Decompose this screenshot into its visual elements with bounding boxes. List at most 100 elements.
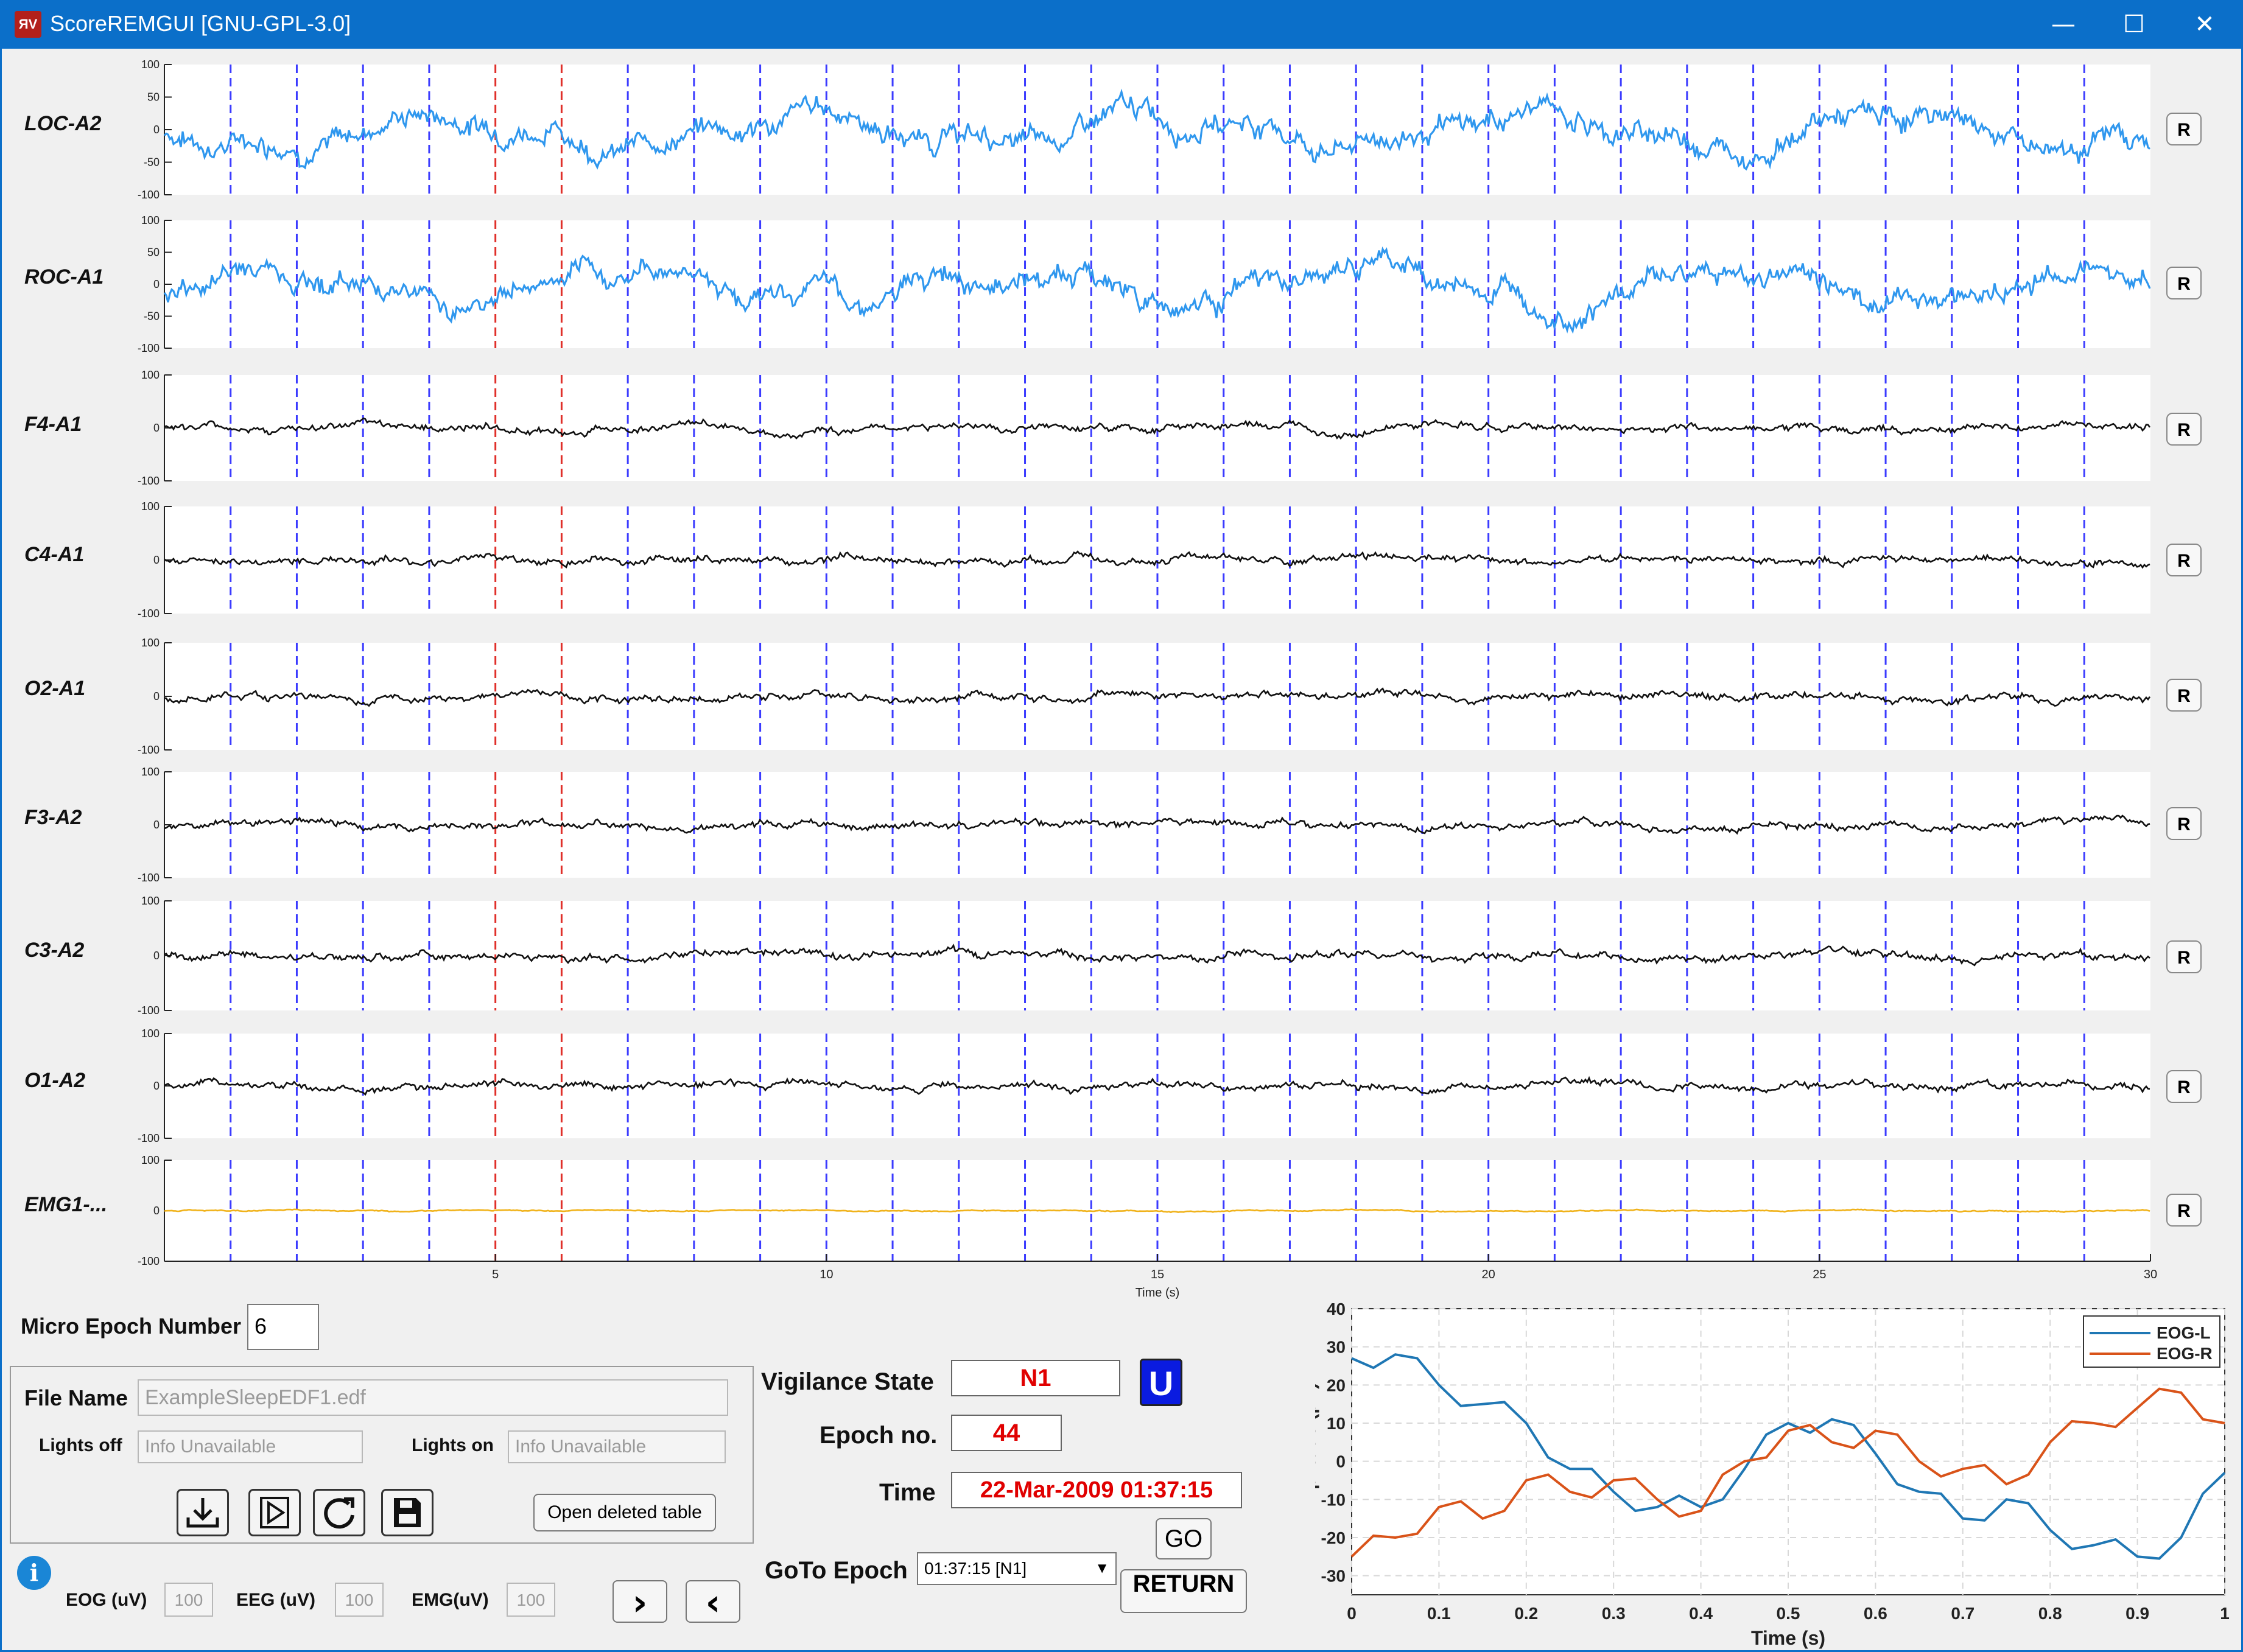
y-tick-label: -50: [144, 156, 160, 169]
y-tick-label: 100: [141, 895, 160, 907]
y-tick-label: -100: [138, 189, 160, 201]
channel-row: 100 0 -100 C3-A2: [24, 895, 2150, 1017]
x-tick-label: 0.2: [1514, 1604, 1538, 1623]
y-tick-label: -20: [1321, 1528, 1346, 1547]
y-tick-label: 0: [153, 422, 160, 434]
reset-c4-a1-button[interactable]: R: [2166, 544, 2202, 576]
micro-epoch-label: Micro Epoch Number: [21, 1314, 242, 1339]
save-button[interactable]: [381, 1489, 434, 1536]
y-tick-label: 0: [153, 1080, 160, 1092]
y-tick-label: 100: [141, 500, 160, 513]
reset-o1-a2-button[interactable]: R: [2166, 1070, 2202, 1103]
reset-roc-a1-button[interactable]: R: [2166, 267, 2202, 299]
waveform-trace: [164, 1076, 2150, 1096]
return-button[interactable]: RETURN: [1120, 1569, 1247, 1613]
channel-row: 100 50 0 -50 -100 ROC-A1: [24, 214, 2151, 354]
epoch-number-label: Epoch no.: [820, 1422, 938, 1449]
x-tick-label: 0.5: [1777, 1604, 1800, 1623]
y-tick-label: 100: [141, 1154, 160, 1166]
open-deleted-table-button[interactable]: Open deleted table: [533, 1494, 716, 1531]
channel-label: F4-A1: [24, 413, 82, 436]
y-axis-label: Amplitude (μV): [1315, 1382, 1319, 1521]
y-tick-label: 100: [141, 58, 160, 71]
micro-epoch-input[interactable]: 6: [247, 1304, 319, 1350]
reset-loc-a2-button[interactable]: R: [2166, 113, 2202, 145]
y-tick-label: 50: [147, 91, 160, 103]
lights-on-field[interactable]: Info Unavailable: [508, 1430, 726, 1463]
y-tick-label: 0: [153, 819, 160, 831]
eog-scale-label: EOG (uV): [66, 1590, 147, 1610]
x-tick-label: 25: [1813, 1268, 1826, 1281]
import-button[interactable]: [177, 1489, 229, 1536]
waveform-trace: [164, 943, 2150, 967]
unscored-u-button[interactable]: U: [1140, 1359, 1182, 1406]
channel-label: C3-A2: [24, 939, 84, 962]
y-tick-label: 100: [141, 1027, 160, 1040]
y-tick-label: -100: [138, 1132, 160, 1144]
y-tick-label: 10: [1327, 1414, 1346, 1433]
waveform-trace: [163, 246, 2151, 334]
eog-zoom-chart: 0 0.1 0.2 0.3 0.4 0.5 0.6 0.7 0.8 0.9 1 40 30 20 10 0 -1…: [1315, 1300, 2230, 1649]
reset-c3-a2-button[interactable]: R: [2166, 940, 2202, 973]
next-epoch-button[interactable]: ›: [613, 1580, 667, 1624]
file-info-panel: [10, 1366, 754, 1544]
play-button[interactable]: [248, 1489, 301, 1536]
app-logo-icon: ЯV: [15, 11, 41, 38]
goto-epoch-selected: 01:37:15 [N1]: [924, 1559, 1027, 1578]
y-tick-label: 30: [1327, 1338, 1346, 1357]
reset-emg1-button[interactable]: R: [2166, 1194, 2202, 1227]
y-tick-label: -100: [138, 342, 160, 354]
epoch-number-value: 44: [951, 1415, 1062, 1451]
x-tick-label: 0.1: [1427, 1604, 1451, 1623]
waveform-trace: [163, 88, 2150, 171]
y-tick-label: 100: [141, 637, 160, 649]
maximize-button[interactable]: ☐: [2123, 10, 2145, 38]
reset-f4-a1-button[interactable]: R: [2166, 413, 2202, 446]
x-tick-label: 10: [820, 1268, 833, 1281]
goto-epoch-dropdown[interactable]: 01:37:15 [N1] ▼: [917, 1552, 1117, 1585]
download-icon: [186, 1498, 219, 1528]
y-tick-label: 50: [147, 247, 160, 259]
minimize-button[interactable]: —: [2051, 10, 2076, 38]
time-label: Time: [879, 1479, 936, 1506]
previous-epoch-button[interactable]: ‹: [686, 1580, 740, 1624]
x-tick-label: 30: [2144, 1268, 2157, 1281]
eog-scale-field[interactable]: 100: [164, 1583, 213, 1617]
y-tick-label: -50: [144, 310, 160, 323]
channel-label: O2-A1: [24, 677, 85, 700]
channel-row: 100 50 0 -50 -100 LOC-A2: [24, 58, 2150, 201]
x-tick-label: 15: [1151, 1268, 1164, 1281]
reset-o2-a1-button[interactable]: R: [2166, 679, 2202, 712]
x-tick-label: 0.4: [1689, 1604, 1713, 1623]
x-axis-label: Time (s): [1136, 1286, 1180, 1300]
lights-off-field[interactable]: Info Unavailable: [138, 1430, 363, 1463]
x-tick-label: 0: [1347, 1604, 1357, 1623]
x-tick-label: 0.7: [1951, 1604, 1974, 1623]
y-tick-label: 20: [1327, 1376, 1346, 1395]
channel-row: 100 0 -100 F4-A1: [24, 369, 2151, 487]
y-tick-label: -100: [138, 744, 160, 756]
emg-scale-field[interactable]: 100: [507, 1583, 555, 1617]
eeg-scale-field[interactable]: 100: [335, 1583, 384, 1617]
close-button[interactable]: ✕: [2194, 10, 2215, 38]
waveform-trace: [164, 687, 2151, 707]
channel-label: ROC-A1: [24, 265, 104, 289]
y-tick-label: -30: [1321, 1567, 1346, 1586]
y-tick-label: -10: [1321, 1490, 1346, 1509]
y-tick-label: 100: [141, 369, 160, 381]
x-tick-label: 0.6: [1864, 1604, 1887, 1623]
y-tick-label: -100: [138, 475, 160, 487]
x-tick-label: 1: [2220, 1604, 2230, 1623]
play-icon: [260, 1497, 289, 1528]
file-name-label: File Name: [24, 1385, 128, 1410]
eeg-traces-panel[interactable]: 100500-50-100LOC-A2100500-50-100ROC-A110…: [0, 49, 2243, 1303]
goto-epoch-label: GoTo Epoch: [765, 1557, 908, 1584]
go-button[interactable]: GO: [1156, 1518, 1212, 1559]
window-frame: [0, 49, 2243, 1652]
refresh-button[interactable]: [313, 1489, 365, 1536]
y-tick-label: -100: [138, 607, 160, 620]
reset-f3-a2-button[interactable]: R: [2166, 807, 2202, 840]
file-name-field[interactable]: ExampleSleepEDF1.edf: [138, 1379, 728, 1416]
info-icon[interactable]: i: [17, 1556, 51, 1590]
